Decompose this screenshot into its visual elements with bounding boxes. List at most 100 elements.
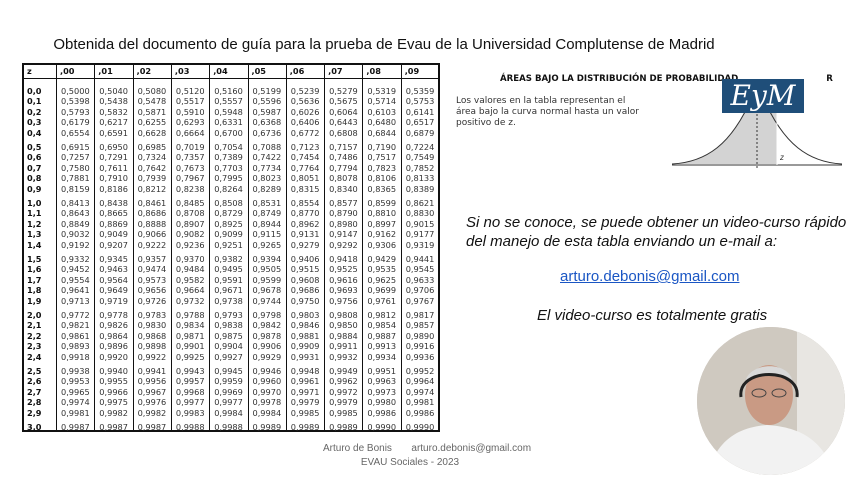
table-cell: 0,9911 xyxy=(329,341,358,352)
header-divider xyxy=(24,78,438,79)
table-cell: 0,7580 xyxy=(61,162,90,173)
table-cell: 0,9974 xyxy=(61,397,90,408)
z-value: 2,5 xyxy=(27,366,42,376)
table-cell: 0,9881 xyxy=(290,330,320,341)
table-cell: 0,7549 xyxy=(405,152,435,163)
table-cell: 0,7642 xyxy=(137,162,167,173)
table-cell: 0,9884 xyxy=(329,330,358,341)
z-value: 1,5 xyxy=(27,254,42,264)
table-cell: 0,7910 xyxy=(99,173,128,184)
column-divider xyxy=(285,65,287,430)
table-cell: 0,9901 xyxy=(175,341,205,352)
z-value: 1,9 xyxy=(27,295,42,306)
table-cell: 0,9798 xyxy=(252,310,282,320)
email-link[interactable]: arturo.debonis@gmail.com xyxy=(560,268,740,285)
areas-title: ÁREAS BAJO LA DISTRIBUCIÓN DE PROBABILID… xyxy=(500,74,833,84)
table-cell: 0,9732 xyxy=(175,295,205,306)
table-cell: 0,9279 xyxy=(290,239,320,250)
table-cell: 0,6517 xyxy=(405,117,435,128)
table-cell: 0,9641 xyxy=(61,285,90,296)
table-cell: 0,9783 xyxy=(137,310,167,320)
table-cell: 0,9608 xyxy=(290,274,320,285)
table-cell: 0,9984 xyxy=(252,407,282,418)
table-cell: 0,9582 xyxy=(175,274,205,285)
table-cell: 0,7611 xyxy=(99,162,128,173)
table-cell: 0,8925 xyxy=(214,218,243,229)
table-cell: 0,8869 xyxy=(99,218,128,229)
table-cell: 0,7224 xyxy=(405,142,435,152)
table-cell: 0,9975 xyxy=(99,397,128,408)
table-cell: 0,9345 xyxy=(99,254,128,264)
table-cell: 0,9893 xyxy=(61,341,90,352)
table-cell: 0,8665 xyxy=(99,208,128,219)
table-cell: 0,5239 xyxy=(290,86,320,96)
table-cell: 0,7357 xyxy=(175,152,205,163)
table-cell: 0,6915 xyxy=(61,142,90,152)
areas-description: Los valores en la tabla representan el á… xyxy=(456,96,639,128)
table-cell: 0,7019 xyxy=(175,142,205,152)
table-cell: 0,9946 xyxy=(252,366,282,376)
table-cell: 0,9971 xyxy=(290,386,320,397)
table-cell: 0,5910 xyxy=(175,106,205,117)
eym-logo: EyM xyxy=(722,79,804,113)
table-cell: 0,8708 xyxy=(175,208,205,219)
table-cell: 0,9207 xyxy=(99,239,128,250)
table-cell: 0,7995 xyxy=(214,173,243,184)
table-cell: 0,9850 xyxy=(329,320,358,331)
table-cell: 0,9983 xyxy=(175,407,205,418)
table-cell: 0,9909 xyxy=(290,341,320,352)
table-cell: 0,9955 xyxy=(99,376,128,387)
table-cell: 0,9474 xyxy=(137,264,167,275)
table-cell: 0,6808 xyxy=(329,127,358,138)
table-cell: 0,6331 xyxy=(214,117,243,128)
table-cell: 0,9222 xyxy=(137,239,167,250)
footer-author: Arturo de Bonis arturo.debonis@gmail.com xyxy=(323,443,531,454)
table-cell: 0,9671 xyxy=(214,285,243,296)
table-cell: 0,8389 xyxy=(405,183,435,194)
table-cell: 0,8438 xyxy=(99,198,128,208)
table-cell: 0,9162 xyxy=(367,229,397,240)
footer-course: EVAU Sociales - 2023 xyxy=(360,457,460,468)
table-cell: 0,9830 xyxy=(137,320,167,331)
table-cell: 0,7291 xyxy=(99,152,128,163)
table-cell: 0,9664 xyxy=(175,285,205,296)
table-cell: 0,9793 xyxy=(214,310,243,320)
table-cell: 0,9988 xyxy=(214,422,243,432)
table-cell: 0,8531 xyxy=(252,198,282,208)
table-cell: 0,9505 xyxy=(252,264,282,275)
table-cell: 0,9925 xyxy=(175,351,205,362)
table-cell: 0,9962 xyxy=(329,376,358,387)
z-label: z xyxy=(779,153,784,162)
z-value: 2,8 xyxy=(27,397,42,408)
table-cell: 0,8554 xyxy=(290,198,320,208)
table-cell: 0,9986 xyxy=(405,407,435,418)
table-cell: 0,8340 xyxy=(329,183,358,194)
z-value: 1,6 xyxy=(27,264,42,275)
table-cell: 0,8997 xyxy=(367,218,397,229)
table-cell: 0,8849 xyxy=(61,218,90,229)
table-cell: 0,5753 xyxy=(405,96,435,107)
table-cell: 0,5832 xyxy=(99,106,128,117)
table-cell: 0,9979 xyxy=(290,397,320,408)
table-cell: 0,5557 xyxy=(214,96,243,107)
table-cell: 0,8686 xyxy=(137,208,167,219)
table-cell: 0,9982 xyxy=(137,407,167,418)
table-cell: 0,9868 xyxy=(137,330,167,341)
table-cell: 0,9981 xyxy=(61,407,90,418)
table-cell: 0,9744 xyxy=(252,295,282,306)
table-cell: 0,9713 xyxy=(61,295,90,306)
column-divider xyxy=(94,65,96,430)
table-cell: 0,9952 xyxy=(405,366,435,376)
table-cell: 0,9357 xyxy=(137,254,167,264)
table-cell: 0,9463 xyxy=(99,264,128,275)
table-cell: 0,9265 xyxy=(252,239,282,250)
table-cell: 0,9931 xyxy=(290,351,320,362)
table-cell: 0,7422 xyxy=(252,152,282,163)
column-header: ,02 xyxy=(136,66,152,76)
table-cell: 0,9750 xyxy=(290,295,320,306)
z-value: 1,8 xyxy=(27,285,42,296)
table-cell: 0,8907 xyxy=(175,218,205,229)
table-cell: 0,9927 xyxy=(214,351,243,362)
table-cell: 0,6480 xyxy=(367,117,397,128)
table-cell: 0,9821 xyxy=(61,320,90,331)
